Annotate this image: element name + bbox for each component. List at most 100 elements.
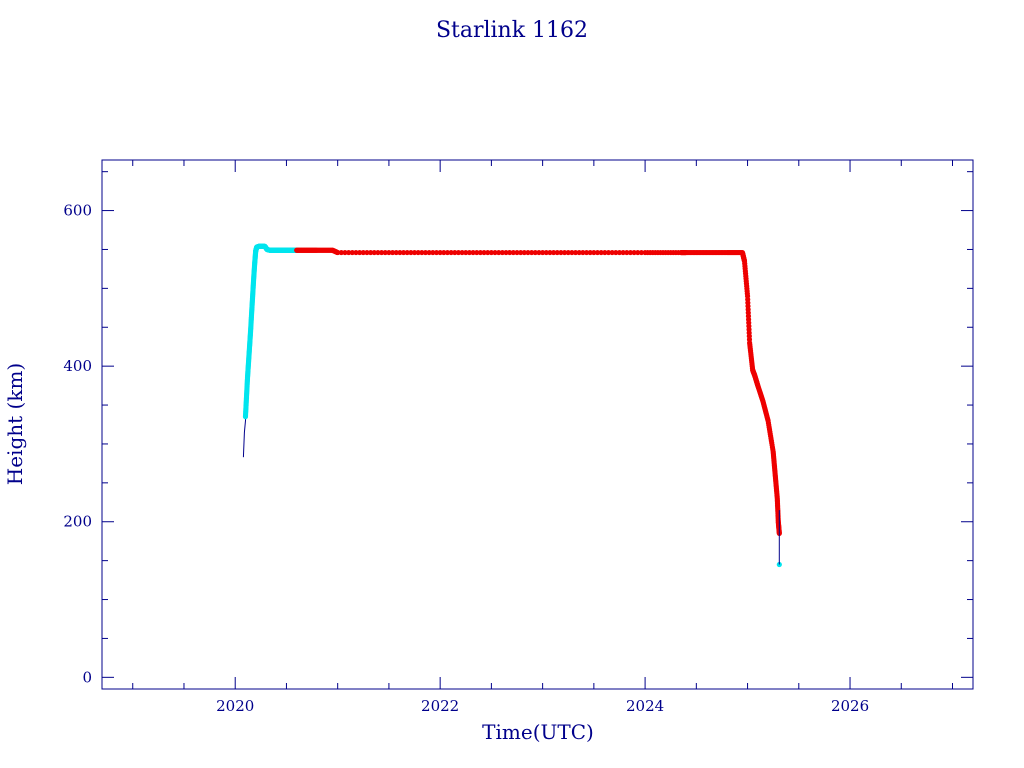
series-points [242,243,300,420]
x-tick-label: 2024 [626,697,664,715]
data-point [375,249,381,256]
data-point [569,249,575,256]
data-point [389,249,396,256]
data-point [587,249,593,256]
chart-title: Starlink 1162 [436,18,588,43]
x-tick-label: 2020 [216,697,254,715]
y-tick-label: 200 [63,513,92,531]
data-point [510,249,516,256]
data-point [346,249,352,256]
data-point [638,249,645,256]
data-point [437,249,443,256]
plot-area-frame [101,159,974,690]
data-point [554,249,560,256]
data-point [624,249,630,256]
data-point [525,249,531,256]
data-point [635,249,641,256]
data-point [419,249,425,256]
data-point [386,249,392,256]
data-point [543,249,549,256]
y-tick-label: 600 [63,202,92,220]
y-tick-label: 0 [82,668,92,686]
data-point [404,249,410,256]
x-tick-label: 2022 [421,697,459,715]
data-point [349,249,355,256]
data-point [411,249,418,256]
data-point [613,249,619,256]
data-point [433,249,440,256]
data-point [521,249,527,256]
data-point [594,249,601,256]
data-point [364,249,370,256]
data-point [393,249,399,256]
data-point [338,249,344,256]
data-point [591,249,597,256]
data-point [536,249,542,256]
y-axis-label: Height (km) [3,363,27,485]
data-point [481,249,487,256]
data-point [455,249,462,256]
data-point [452,249,458,256]
data-point [547,249,553,256]
data-point [499,249,505,256]
data-point [463,249,469,256]
data-point [572,249,579,256]
data-series [242,243,782,568]
data-point [507,249,513,256]
data-point [477,249,484,256]
data-point [609,249,615,256]
data-point [496,249,502,256]
data-point [598,249,604,256]
data-point [360,249,366,256]
data-point [459,249,465,256]
data-point [631,249,637,256]
data-point [514,249,520,256]
axis-ticks [102,160,973,689]
data-point [503,249,509,256]
tick-labels: 2020 2022 2024 2026 0 200 400 600 [63,202,869,715]
data-point [565,249,571,256]
data-point [605,249,612,256]
series-points [776,561,782,568]
data-point [561,249,568,256]
data-point [378,249,385,256]
data-point [408,249,414,256]
data-point [532,249,538,256]
data-point [441,249,447,256]
data-point [400,249,407,256]
data-point [371,249,377,256]
data-point [583,249,590,256]
data-point [448,249,454,256]
data-point [558,249,564,256]
data-point [620,249,626,256]
data-point [485,249,491,256]
data-point [474,249,480,256]
x-tick-label: 2026 [831,697,869,715]
data-point [776,561,782,568]
data-point [368,249,374,256]
x-axis-label: Time(UTC) [482,720,594,744]
data-point [551,249,557,256]
data-point [540,249,546,256]
data-point [466,249,473,256]
y-tick-label: 400 [63,357,92,375]
data-point [415,249,421,256]
series-points [294,247,782,537]
data-point [576,249,582,256]
data-point [335,249,341,256]
data-point [444,249,451,256]
data-point [616,249,623,256]
data-point [470,249,476,256]
data-point [488,249,494,256]
data-point [580,249,586,256]
data-point [342,249,348,256]
data-point [397,249,403,256]
data-point [492,249,498,256]
data-point [422,249,429,256]
data-point [529,249,535,256]
data-point [353,249,359,256]
data-point [430,249,436,256]
data-point [357,249,363,256]
data-point [627,249,634,256]
